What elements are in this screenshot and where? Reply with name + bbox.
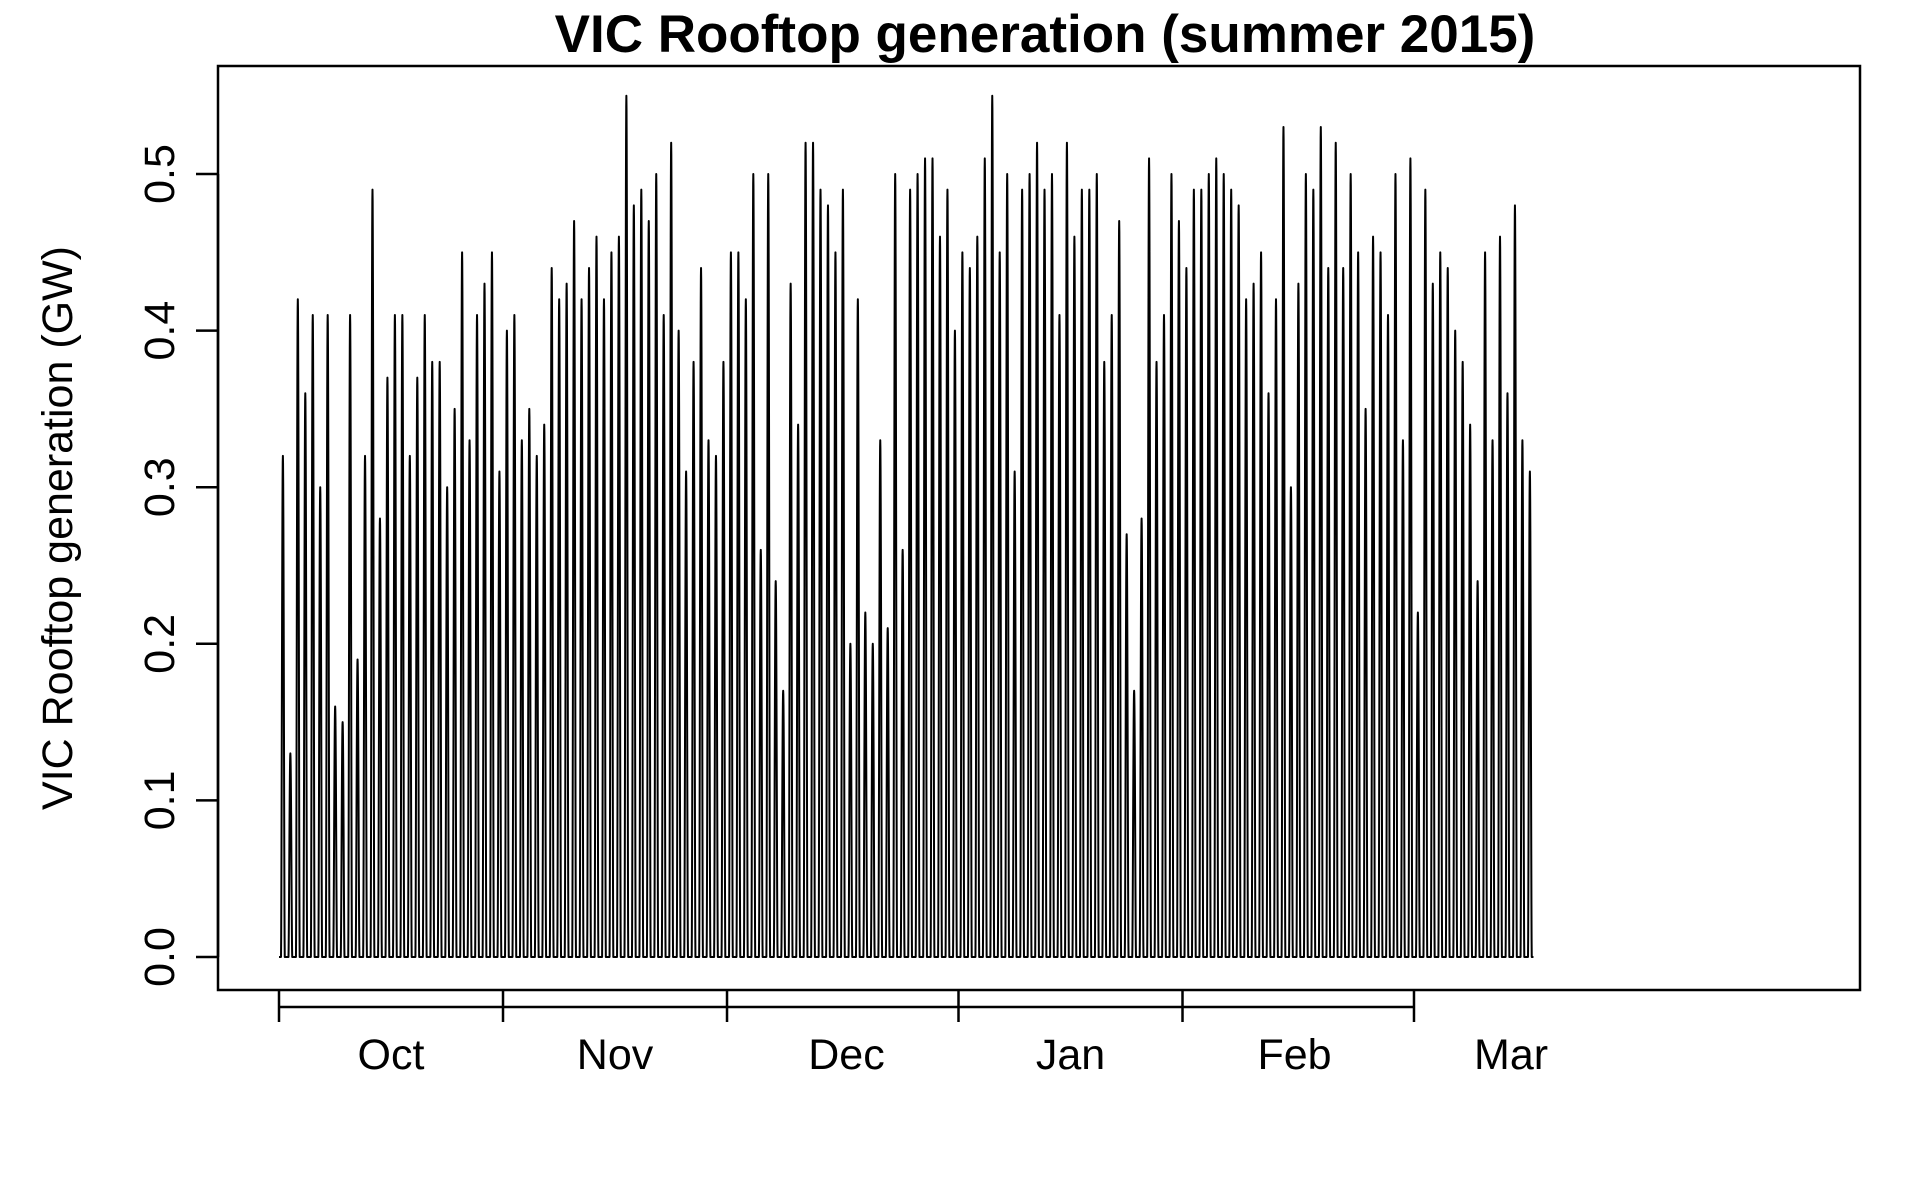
- x-axis: Oct Nov Dec Jan Feb Mar: [277, 990, 1548, 1079]
- y-tick-label: 0.1: [136, 771, 184, 831]
- y-tick-label: 0.3: [136, 457, 184, 517]
- x-tick-label: Nov: [577, 1031, 654, 1079]
- y-axis: 0.0 0.1 0.2 0.3 0.4 0.5: [136, 144, 220, 987]
- x-tick-label: Oct: [358, 1031, 425, 1079]
- y-tick-label: 0.4: [136, 301, 184, 361]
- y-tick-label: 0.0: [136, 927, 184, 987]
- series-line: [278, 94, 1535, 958]
- x-tick-label: Feb: [1257, 1031, 1331, 1079]
- x-tick-label: Mar: [1474, 1031, 1548, 1079]
- x-tick-label: Dec: [808, 1031, 884, 1079]
- generation-line: [278, 94, 1535, 958]
- y-axis-label: VIC Rooftop generation (GW): [34, 246, 82, 810]
- y-tick-label: 0.2: [136, 614, 184, 674]
- y-tick-label: 0.5: [136, 144, 184, 204]
- x-tick-label: Jan: [1036, 1031, 1105, 1079]
- chart-title: VIC Rooftop generation (summer 2015): [555, 5, 1536, 64]
